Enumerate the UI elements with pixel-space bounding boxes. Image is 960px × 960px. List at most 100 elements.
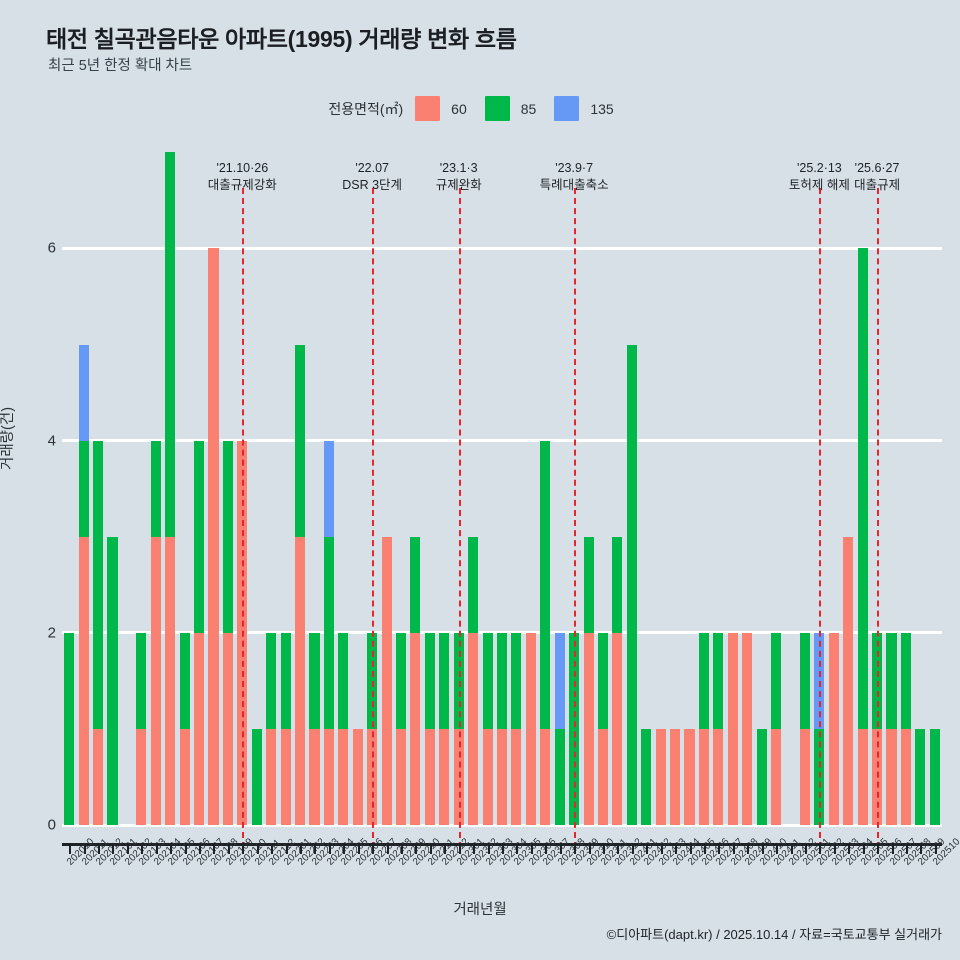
bar-segment-135[interactable] [554,632,565,729]
bar-segment-85[interactable] [814,728,825,825]
bar-segment-85[interactable] [554,728,565,825]
bar-segment-60[interactable] [670,728,681,825]
bar-segment-85[interactable] [511,632,522,729]
bar-segment-85[interactable] [857,248,868,729]
bar-segment-60[interactable] [771,728,782,825]
bar-stack[interactable] [525,632,536,825]
bar-segment-60[interactable] [280,728,291,825]
bar-stack[interactable] [338,632,349,825]
bar-segment-60[interactable] [698,728,709,825]
bar-segment-85[interactable] [395,632,407,729]
bar-segment-85[interactable] [929,728,940,825]
legend-item-60[interactable]: 60 [415,96,467,121]
bar-stack[interactable] [929,728,940,825]
bar-segment-60[interactable] [540,728,551,825]
bar-segment-85[interactable] [583,536,594,633]
bar-segment-60[interactable] [597,728,609,825]
bar-segment-85[interactable] [165,152,176,537]
bar-segment-85[interactable] [294,344,306,537]
bar-stack[interactable] [107,536,118,825]
bar-segment-85[interactable] [540,440,551,729]
bar-segment-85[interactable] [756,728,767,825]
bar-stack[interactable] [843,536,854,825]
bar-segment-60[interactable] [381,536,392,825]
bar-segment-85[interactable] [424,632,435,729]
bar-segment-85[interactable] [251,728,262,825]
bar-stack[interactable] [814,632,825,825]
bar-segment-60[interactable] [323,728,334,825]
bar-segment-85[interactable] [323,536,334,729]
bar-segment-85[interactable] [309,632,320,729]
bar-segment-85[interactable] [915,728,926,825]
bar-stack[interactable] [698,632,709,825]
bar-stack[interactable] [756,728,767,825]
bar-stack[interactable] [496,632,508,825]
bar-segment-60[interactable] [179,728,190,825]
bar-segment-85[interactable] [771,632,782,729]
bar-stack[interactable] [208,248,219,825]
bar-segment-85[interactable] [222,440,233,633]
bar-segment-60[interactable] [612,632,623,825]
legend-item-85[interactable]: 85 [484,96,536,121]
bar-segment-85[interactable] [93,440,104,729]
bar-stack[interactable] [64,632,75,825]
bar-segment-85[interactable] [886,632,897,729]
bar-stack[interactable] [222,440,233,825]
legend-item-135[interactable]: 135 [554,96,614,121]
bar-stack[interactable] [511,632,522,825]
bar-stack[interactable] [742,632,753,825]
bar-segment-60[interactable] [857,728,868,825]
bar-segment-85[interactable] [194,440,205,633]
bar-segment-85[interactable] [78,440,89,537]
bar-stack[interactable] [395,632,407,825]
bar-segment-85[interactable] [626,344,637,825]
bar-segment-135[interactable] [323,440,334,537]
bar-segment-85[interactable] [799,632,810,729]
bar-stack[interactable] [251,728,262,825]
bar-segment-60[interactable] [352,728,363,825]
bar-segment-60[interactable] [496,728,508,825]
bar-segment-60[interactable] [655,728,666,825]
bar-segment-60[interactable] [150,536,161,825]
bar-segment-60[interactable] [222,632,233,825]
bar-segment-85[interactable] [266,632,277,729]
bar-stack[interactable] [684,728,695,825]
bar-segment-60[interactable] [410,632,421,825]
bar-stack[interactable] [900,632,911,825]
bar-stack[interactable] [597,632,609,825]
bar-stack[interactable] [468,536,479,825]
bar-stack[interactable] [540,440,551,825]
bar-segment-85[interactable] [107,536,118,825]
bar-segment-60[interactable] [727,632,738,825]
bar-segment-60[interactable] [194,632,205,825]
bar-stack[interactable] [78,344,89,825]
bar-stack[interactable] [439,632,450,825]
bar-stack[interactable] [410,536,421,825]
bar-segment-60[interactable] [900,728,911,825]
bar-segment-60[interactable] [439,728,450,825]
bar-segment-60[interactable] [886,728,897,825]
bar-segment-85[interactable] [468,536,479,633]
bar-stack[interactable] [323,440,334,825]
bar-segment-85[interactable] [482,632,493,729]
bar-stack[interactable] [424,632,435,825]
bar-segment-85[interactable] [641,728,652,825]
bar-segment-85[interactable] [338,632,349,729]
bar-segment-85[interactable] [713,632,724,729]
bar-segment-60[interactable] [338,728,349,825]
bar-segment-85[interactable] [496,632,508,729]
bar-stack[interactable] [352,728,363,825]
bar-stack[interactable] [136,632,147,825]
bar-stack[interactable] [626,344,637,825]
bar-segment-60[interactable] [165,536,176,825]
bar-stack[interactable] [280,632,291,825]
bar-segment-60[interactable] [828,632,839,825]
bar-stack[interactable] [294,344,306,825]
bar-segment-135[interactable] [814,632,825,729]
bar-stack[interactable] [857,248,868,825]
bar-stack[interactable] [150,440,161,825]
bar-stack[interactable] [655,728,666,825]
bar-segment-60[interactable] [208,248,219,825]
bar-segment-85[interactable] [698,632,709,729]
bar-segment-85[interactable] [612,536,623,633]
